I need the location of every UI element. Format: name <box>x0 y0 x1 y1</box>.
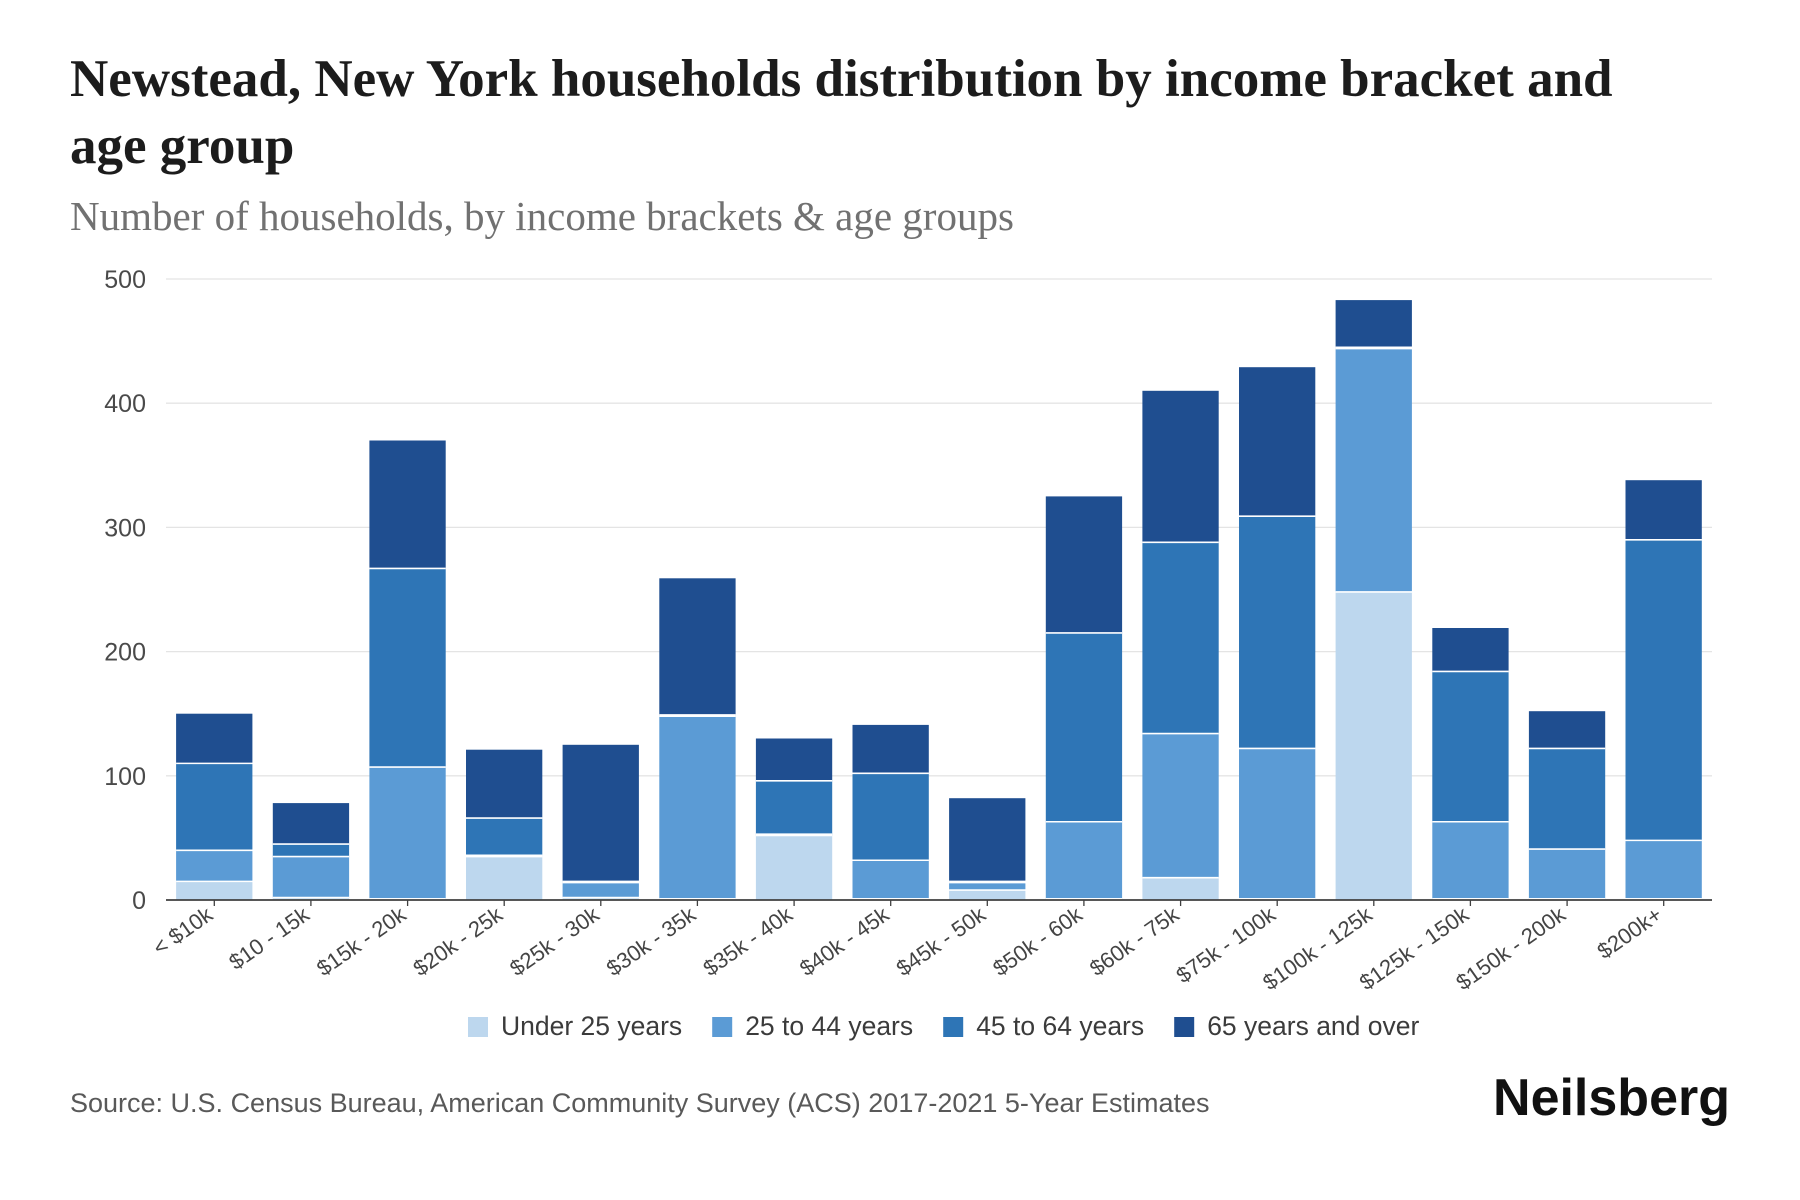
svg-text:$10 - 15k: $10 - 15k <box>224 901 314 975</box>
svg-text:$30k - 35k: $30k - 35k <box>602 901 701 981</box>
svg-text:$40k - 45k: $40k - 45k <box>795 901 894 981</box>
svg-text:$20k - 25k: $20k - 25k <box>409 901 508 981</box>
svg-text:$35k - 40k: $35k - 40k <box>698 901 797 981</box>
svg-text:45 to 64 years: 45 to 64 years <box>976 1011 1144 1041</box>
svg-text:Under 25 years: Under 25 years <box>501 1011 682 1041</box>
svg-text:0: 0 <box>132 887 146 915</box>
svg-text:200: 200 <box>104 639 146 667</box>
svg-text:$150k - 200k: $150k - 200k <box>1451 901 1570 995</box>
svg-text:< $10k: < $10k <box>148 901 218 960</box>
svg-text:$60k - 75k: $60k - 75k <box>1085 901 1184 981</box>
svg-text:$200k+: $200k+ <box>1593 902 1667 964</box>
svg-text:$50k - 60k: $50k - 60k <box>988 901 1087 981</box>
svg-text:300: 300 <box>104 514 146 542</box>
svg-text:$25k - 30k: $25k - 30k <box>505 901 604 981</box>
svg-text:$15k - 20k: $15k - 20k <box>312 901 411 981</box>
svg-text:65 years and over: 65 years and over <box>1207 1011 1419 1041</box>
svg-text:100: 100 <box>104 763 146 791</box>
svg-text:500: 500 <box>104 266 146 294</box>
svg-text:$45k - 50k: $45k - 50k <box>892 901 991 981</box>
svg-text:25 to 44 years: 25 to 44 years <box>745 1011 913 1041</box>
svg-text:400: 400 <box>104 390 146 418</box>
